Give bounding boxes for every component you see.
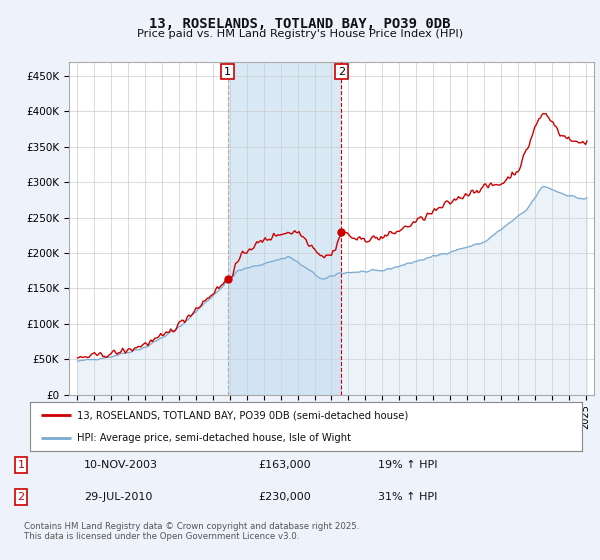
Text: 13, ROSELANDS, TOTLAND BAY, PO39 0DB: 13, ROSELANDS, TOTLAND BAY, PO39 0DB bbox=[149, 17, 451, 31]
Text: 31% ↑ HPI: 31% ↑ HPI bbox=[378, 492, 437, 502]
Text: 2: 2 bbox=[338, 67, 345, 77]
Text: HPI: Average price, semi-detached house, Isle of Wight: HPI: Average price, semi-detached house,… bbox=[77, 433, 351, 444]
Text: 10-NOV-2003: 10-NOV-2003 bbox=[84, 460, 158, 470]
Text: Contains HM Land Registry data © Crown copyright and database right 2025.
This d: Contains HM Land Registry data © Crown c… bbox=[24, 522, 359, 542]
Text: 29-JUL-2010: 29-JUL-2010 bbox=[84, 492, 152, 502]
Text: Price paid vs. HM Land Registry's House Price Index (HPI): Price paid vs. HM Land Registry's House … bbox=[137, 29, 463, 39]
Text: 19% ↑ HPI: 19% ↑ HPI bbox=[378, 460, 437, 470]
Bar bbox=[227, 62, 341, 395]
Text: 1: 1 bbox=[224, 67, 231, 77]
Text: 1: 1 bbox=[17, 460, 25, 470]
Text: 2: 2 bbox=[17, 492, 25, 502]
Text: 13, ROSELANDS, TOTLAND BAY, PO39 0DB (semi-detached house): 13, ROSELANDS, TOTLAND BAY, PO39 0DB (se… bbox=[77, 410, 408, 421]
Text: £230,000: £230,000 bbox=[258, 492, 311, 502]
Text: £163,000: £163,000 bbox=[258, 460, 311, 470]
